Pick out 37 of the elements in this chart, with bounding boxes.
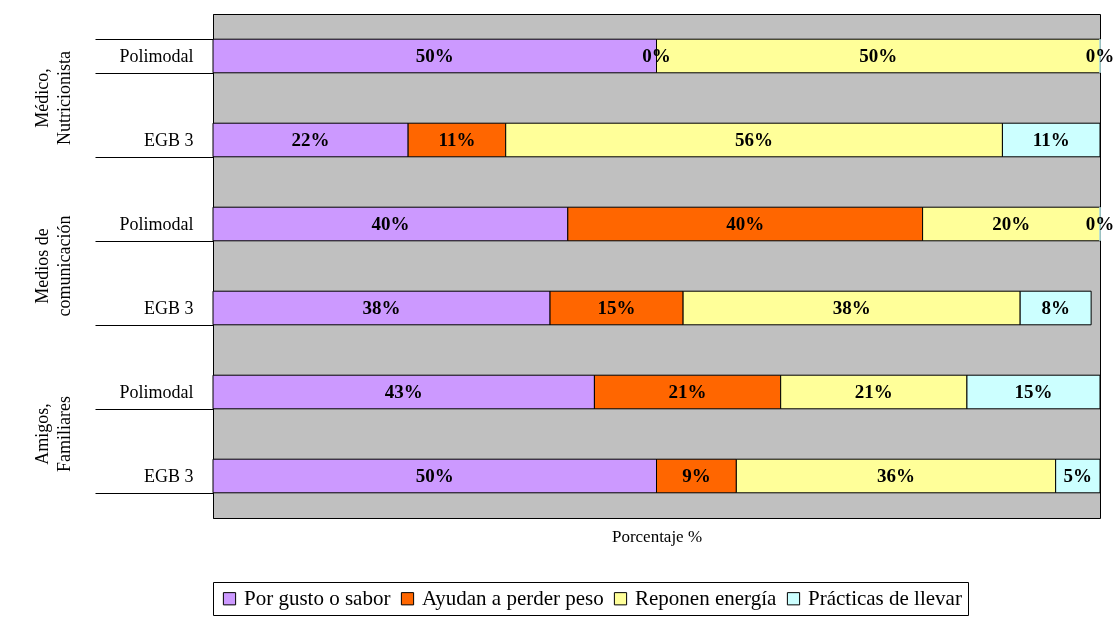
data-label: 0%	[1085, 45, 1113, 66]
data-label: 15%	[597, 297, 636, 318]
y-tick-label: Polimodal	[119, 45, 194, 66]
data-label: 50%	[415, 465, 454, 486]
data-label: 56%	[735, 129, 774, 150]
legend-label: Ayudan a perder peso	[422, 585, 604, 610]
data-label: 21%	[668, 381, 707, 402]
data-label: 40%	[371, 213, 410, 234]
legend-label: Reponen energía	[635, 585, 777, 610]
data-label: 38%	[832, 297, 871, 318]
data-label: 0%	[1085, 213, 1113, 234]
data-label: 15%	[1014, 381, 1053, 402]
y-tick-label: EGB 3	[144, 129, 194, 150]
x-axis-title: Porcentaje %	[611, 526, 703, 546]
data-label: 50%	[415, 45, 454, 66]
text: Médico, Nutricionista	[32, 51, 74, 145]
legend-label: Prácticas de llevar	[808, 585, 962, 610]
data-label: 21%	[854, 381, 893, 402]
data-label: 22%	[291, 129, 330, 150]
data-label: 11%	[1032, 129, 1070, 150]
text: Medios de comunicación	[32, 215, 74, 317]
legend-label: Por gusto o sabor	[244, 585, 391, 610]
y-tick-label: Polimodal	[119, 381, 194, 402]
data-label: 8%	[1041, 297, 1070, 318]
text: Amigos, Familiares	[32, 396, 74, 472]
data-label: 50%	[859, 45, 898, 66]
y-tick-label: Polimodal	[119, 213, 194, 234]
y-tick-label: EGB 3	[144, 465, 194, 486]
data-label: 11%	[438, 129, 476, 150]
data-label: 43%	[384, 381, 423, 402]
data-label: 9%	[682, 465, 711, 486]
data-label: 38%	[362, 297, 401, 318]
data-label: 40%	[726, 213, 765, 234]
data-label: 5%	[1063, 465, 1093, 486]
data-label: 36%	[876, 465, 915, 486]
data-label: 20%	[992, 213, 1031, 234]
y-tick-label: EGB 3	[144, 297, 194, 318]
